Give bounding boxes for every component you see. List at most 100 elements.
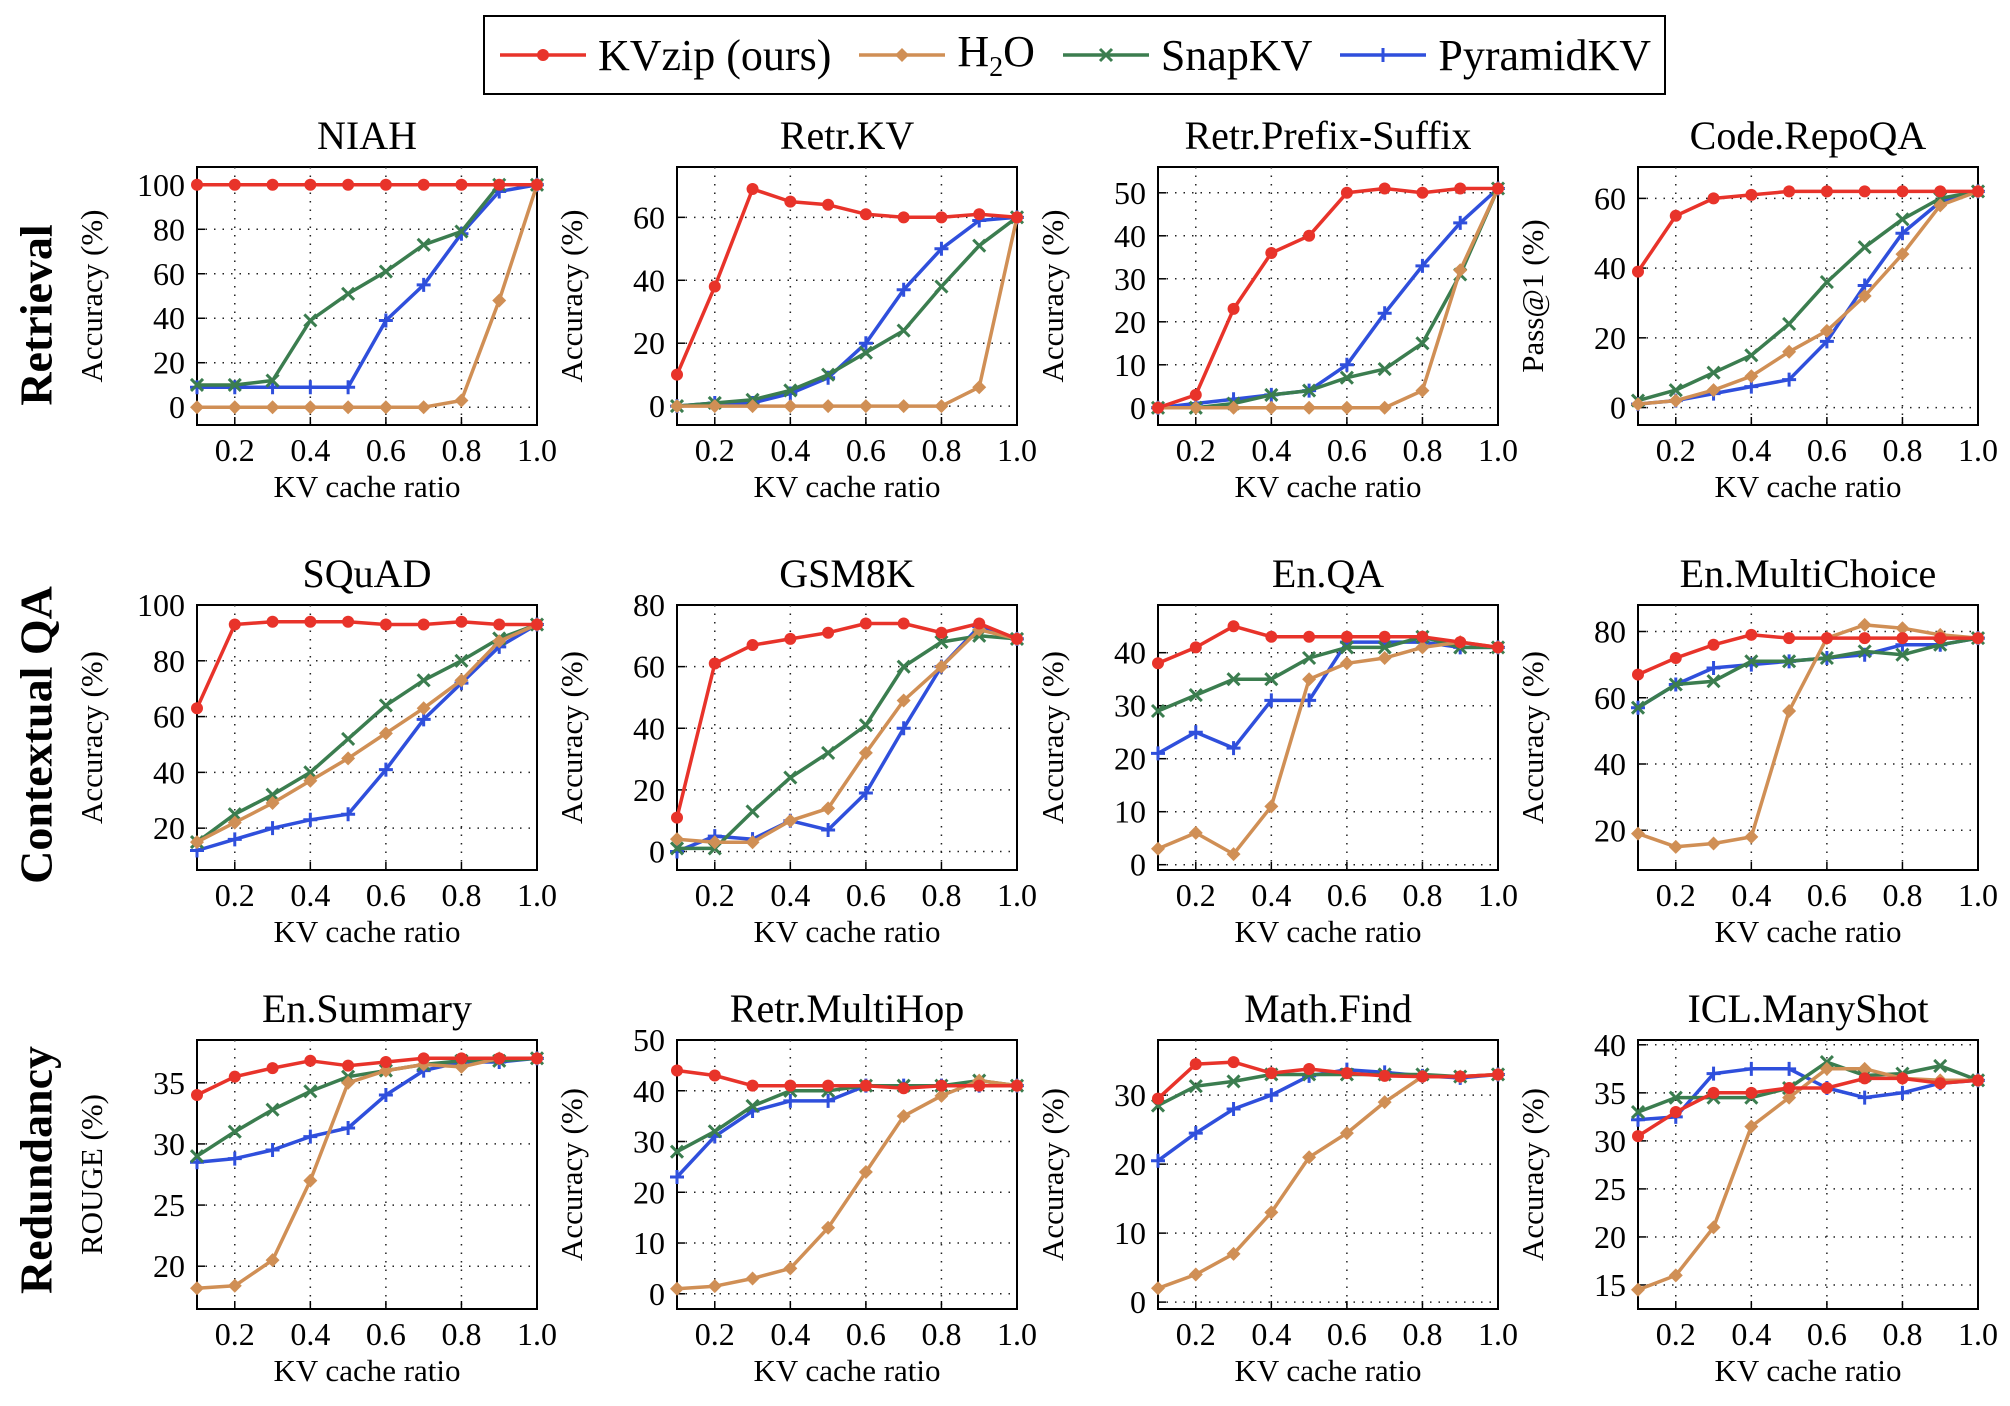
chart-retr-multihop: 0.2 0.4 0.6 0.8 1.0 0 10 20 30 40 50 Retr.MultiHop K…: [554, 986, 1037, 1388]
data-point-pyramidkv: [1895, 226, 1910, 241]
series-kvzip-ours: [1152, 620, 1504, 670]
data-point-kvzip-ours: [1896, 1072, 1909, 1085]
data-point-h2o: [1782, 1090, 1797, 1105]
legend-marker-kvzip: [536, 49, 549, 61]
data-point-h2o: [896, 693, 911, 708]
series-line-snapkv: [1158, 187, 1500, 410]
data-point-snapkv: [378, 264, 393, 279]
data-point-kvzip-ours: [455, 1052, 468, 1065]
y-tick-label: 10: [1114, 347, 1146, 383]
data-point-h2o: [1668, 393, 1683, 408]
data-point-h2o: [341, 400, 356, 415]
series-line-snapkv: [676, 1078, 1018, 1154]
data-point-kvzip-ours: [1632, 668, 1644, 681]
data-point-kvzip-ours: [1303, 229, 1316, 242]
data-point-h2o: [896, 399, 911, 414]
data-point-snapkv: [1895, 212, 1910, 227]
data-point-snapkv: [783, 770, 798, 785]
x-tick-label: 0.8: [921, 877, 961, 913]
data-point-pyramidkv: [1895, 1085, 1910, 1100]
data-point-pyramidkv: [896, 282, 911, 297]
data-point-snapkv: [1150, 703, 1166, 719]
data-point-h2o: [745, 399, 760, 414]
data-point-snapkv: [227, 1124, 242, 1139]
x-tick-label: 0.8: [921, 432, 961, 468]
series-line-pyramidkv: [1637, 1067, 1979, 1122]
data-point-h2o: [934, 399, 949, 414]
data-point-snapkv: [341, 731, 356, 746]
data-point-h2o: [1895, 621, 1910, 636]
data-point-snapkv: [934, 279, 949, 294]
data-point-pyramidkv: [341, 380, 356, 395]
x-tick-label: 0.2: [1656, 1316, 1696, 1352]
data-point-snapkv: [972, 238, 987, 253]
x-tick-label: 1.0: [997, 432, 1037, 468]
data-point-kvzip-ours: [1416, 630, 1429, 643]
data-point-kvzip-ours: [1783, 1082, 1796, 1095]
y-tick-label: 50: [633, 1022, 665, 1058]
legend-marker-h2o: [895, 47, 910, 62]
data-point-h2o: [1151, 841, 1165, 856]
data-point-snapkv: [1706, 365, 1721, 380]
y-tick-label: 80: [1594, 614, 1626, 650]
data-point-kvzip-ours: [1820, 185, 1833, 198]
data-point-snapkv: [1668, 1090, 1683, 1105]
x-tick-label: 0.8: [441, 877, 481, 913]
series-line-pyramidkv: [196, 622, 538, 853]
data-point-kvzip-ours: [708, 280, 721, 293]
data-point-snapkv: [1188, 688, 1203, 703]
data-point-kvzip-ours: [1011, 211, 1023, 224]
data-point-kvzip-ours: [1972, 185, 1984, 198]
data-point-kvzip-ours: [1972, 1074, 1984, 1087]
data-point-snapkv: [707, 1124, 722, 1139]
series-pyramidkv: [1151, 1062, 1505, 1168]
data-point-kvzip-ours: [1152, 657, 1164, 670]
data-point-h2o: [1933, 198, 1948, 213]
data-point-kvzip-ours: [379, 178, 392, 191]
plot-frame: [1637, 1039, 1979, 1310]
y-tick-label: 10: [633, 1225, 665, 1261]
data-point-kvzip-ours: [417, 618, 430, 631]
x-tick-label: 0.4: [770, 432, 810, 468]
data-point-snapkv: [1668, 677, 1683, 692]
series-line-kvzip-ours: [1157, 186, 1498, 410]
data-point-pyramidkv: [670, 1170, 684, 1185]
data-point-pyramidkv: [1151, 1153, 1165, 1168]
data-point-h2o: [1668, 1268, 1683, 1283]
y-tick-label: 20: [153, 1248, 185, 1284]
series-h2o: [190, 1051, 544, 1296]
data-point-h2o: [670, 399, 684, 414]
data-point-snapkv: [1302, 383, 1317, 398]
series-line-pyramidkv: [1157, 187, 1500, 410]
y-tick-label: 30: [1114, 261, 1146, 297]
y-tick-label: 0: [649, 834, 665, 870]
y-tick-label: 40: [153, 754, 185, 790]
x-tick-label: 0.8: [1882, 1316, 1922, 1352]
series-line-pyramidkv: [1157, 640, 1498, 755]
data-point-kvzip-ours: [1378, 182, 1391, 195]
data-point-snapkv: [1415, 336, 1430, 351]
series-line-kvzip-ours: [1636, 189, 1978, 273]
data-point-kvzip-ours: [671, 811, 683, 824]
data-point-h2o: [416, 400, 431, 415]
data-point-h2o: [783, 399, 798, 414]
data-point-kvzip-ours: [1011, 632, 1023, 645]
series-line-snapkv: [676, 215, 1019, 408]
series-line-h2o: [1157, 1072, 1499, 1290]
data-point-kvzip-ours: [228, 1070, 241, 1083]
data-point-kvzip-ours: [1265, 1067, 1278, 1080]
data-point-h2o: [1782, 344, 1797, 359]
y-tick-label: 80: [153, 643, 185, 679]
data-point-snapkv: [1782, 654, 1797, 669]
y-tick-label: 40: [1594, 1027, 1626, 1063]
x-tick-label: 0.6: [1327, 1316, 1367, 1352]
data-point-h2o: [1302, 672, 1317, 687]
data-point-pyramidkv: [1631, 1112, 1645, 1127]
data-point-kvzip-ours: [191, 1089, 203, 1102]
data-point-kvzip-ours: [973, 617, 986, 630]
y-tick-label: 20: [153, 810, 185, 846]
data-point-h2o: [1706, 836, 1721, 851]
data-point-pyramidkv: [1188, 725, 1203, 740]
data-point-kvzip-ours: [1340, 186, 1353, 199]
